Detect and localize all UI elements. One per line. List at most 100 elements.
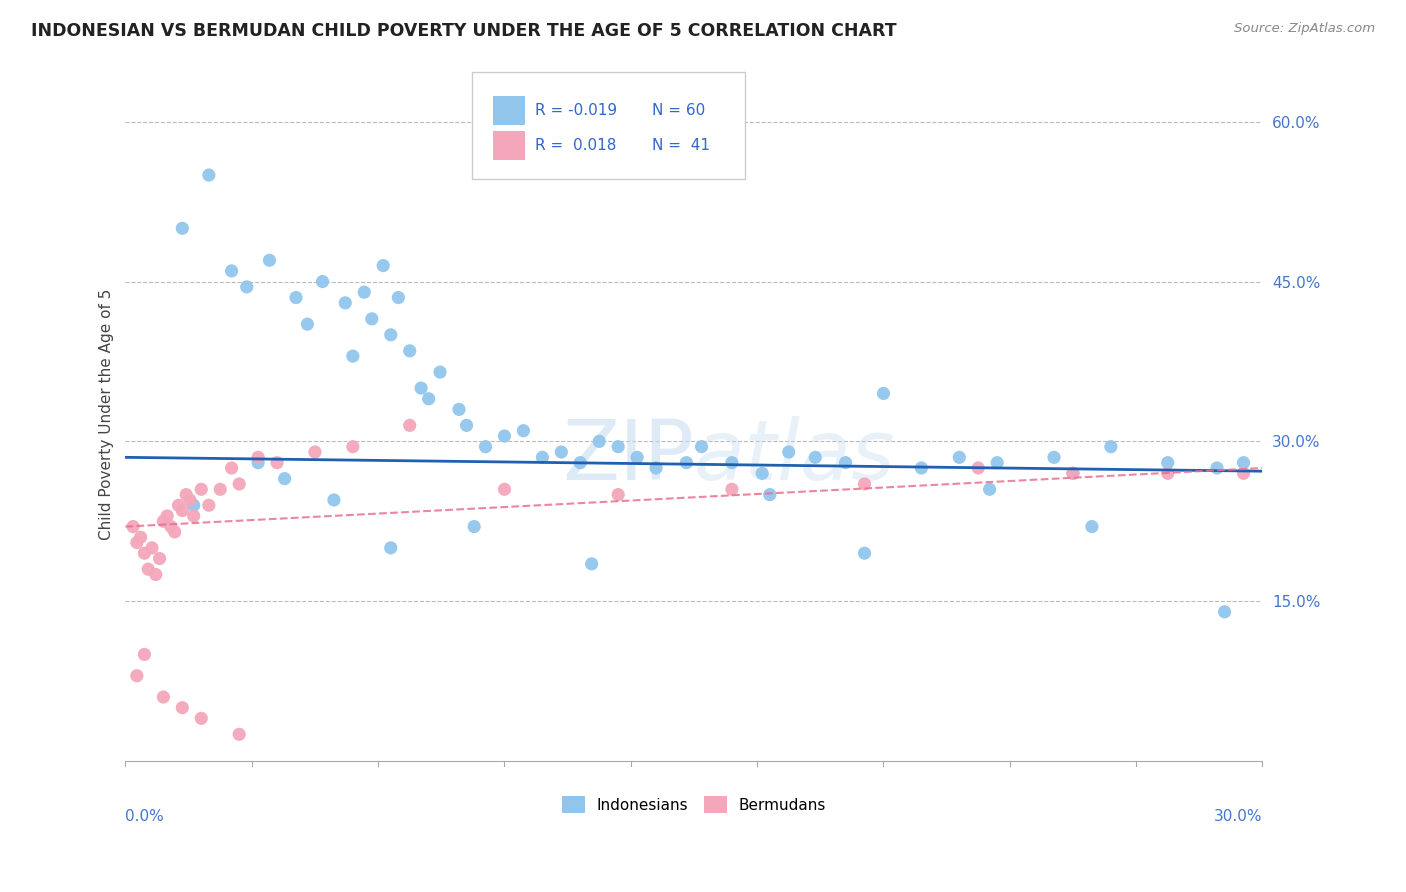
Point [456,418,478,433]
Point [721,483,744,497]
Point [1232,456,1254,470]
Point [209,483,232,497]
Point [266,456,288,470]
Point [1213,605,1236,619]
Point [463,519,485,533]
Point [494,483,516,497]
Point [853,477,876,491]
Point [163,524,186,539]
Point [198,168,221,182]
Text: R =  0.018: R = 0.018 [534,138,616,153]
Point [190,483,212,497]
Point [409,381,432,395]
Point [967,461,990,475]
Point [581,557,603,571]
Y-axis label: Child Poverty Under the Age of 5: Child Poverty Under the Age of 5 [100,289,114,541]
Point [172,221,194,235]
Point [152,514,174,528]
Point [259,253,281,268]
Point [183,498,205,512]
Point [512,424,534,438]
Point [607,488,630,502]
Point [1043,450,1066,465]
Point [1099,440,1122,454]
FancyBboxPatch shape [492,131,524,160]
Point [1206,461,1229,475]
Point [149,551,172,566]
Point [872,386,894,401]
Point [311,275,333,289]
Point [221,264,243,278]
Text: 0.0%: 0.0% [125,809,165,824]
Point [297,317,319,331]
Point [778,445,800,459]
Point [183,508,205,523]
Point [179,492,201,507]
Point [342,440,364,454]
Point [285,291,308,305]
Point [156,508,179,523]
Legend: Indonesians, Bermudans: Indonesians, Bermudans [555,790,832,819]
Point [322,492,344,507]
Point [494,429,516,443]
Point [228,727,250,741]
Point [247,450,270,465]
Point [804,450,827,465]
Point [125,535,148,549]
Point [145,567,167,582]
Point [247,456,270,470]
Point [129,530,152,544]
Point [172,700,194,714]
Point [758,488,780,502]
Point [834,456,856,470]
Point [360,311,382,326]
Point [342,349,364,363]
Point [645,461,668,475]
Point [353,285,375,300]
Point [190,711,212,725]
Point [531,450,554,465]
Point [979,483,1001,497]
Point [235,280,257,294]
Point [626,450,648,465]
Point [721,456,744,470]
Point [122,519,145,533]
Point [1062,467,1084,481]
Text: ZIP: ZIP [562,416,695,497]
FancyBboxPatch shape [472,72,745,179]
Point [474,440,496,454]
Point [373,259,395,273]
Point [418,392,440,406]
Point [1062,467,1084,481]
Point [429,365,451,379]
Point [221,461,243,475]
Text: INDONESIAN VS BERMUDAN CHILD POVERTY UNDER THE AGE OF 5 CORRELATION CHART: INDONESIAN VS BERMUDAN CHILD POVERTY UND… [31,22,897,40]
Point [380,327,402,342]
FancyBboxPatch shape [492,96,524,125]
Point [690,440,713,454]
Point [1157,467,1180,481]
Point [1081,519,1104,533]
Point [134,546,156,560]
Point [141,541,163,555]
Point [380,541,402,555]
Point [1232,467,1254,481]
Point [447,402,470,417]
Point [751,467,773,481]
Text: Source: ZipAtlas.com: Source: ZipAtlas.com [1234,22,1375,36]
Point [125,669,148,683]
Point [398,343,420,358]
Point [398,418,420,433]
Point [273,472,295,486]
Point [588,434,610,449]
Point [134,648,156,662]
Point [986,456,1008,470]
Text: R = -0.019: R = -0.019 [534,103,617,119]
Point [387,291,409,305]
Point [675,456,697,470]
Point [160,519,183,533]
Point [198,498,221,512]
Text: N = 60: N = 60 [652,103,706,119]
Point [550,445,572,459]
Point [569,456,592,470]
